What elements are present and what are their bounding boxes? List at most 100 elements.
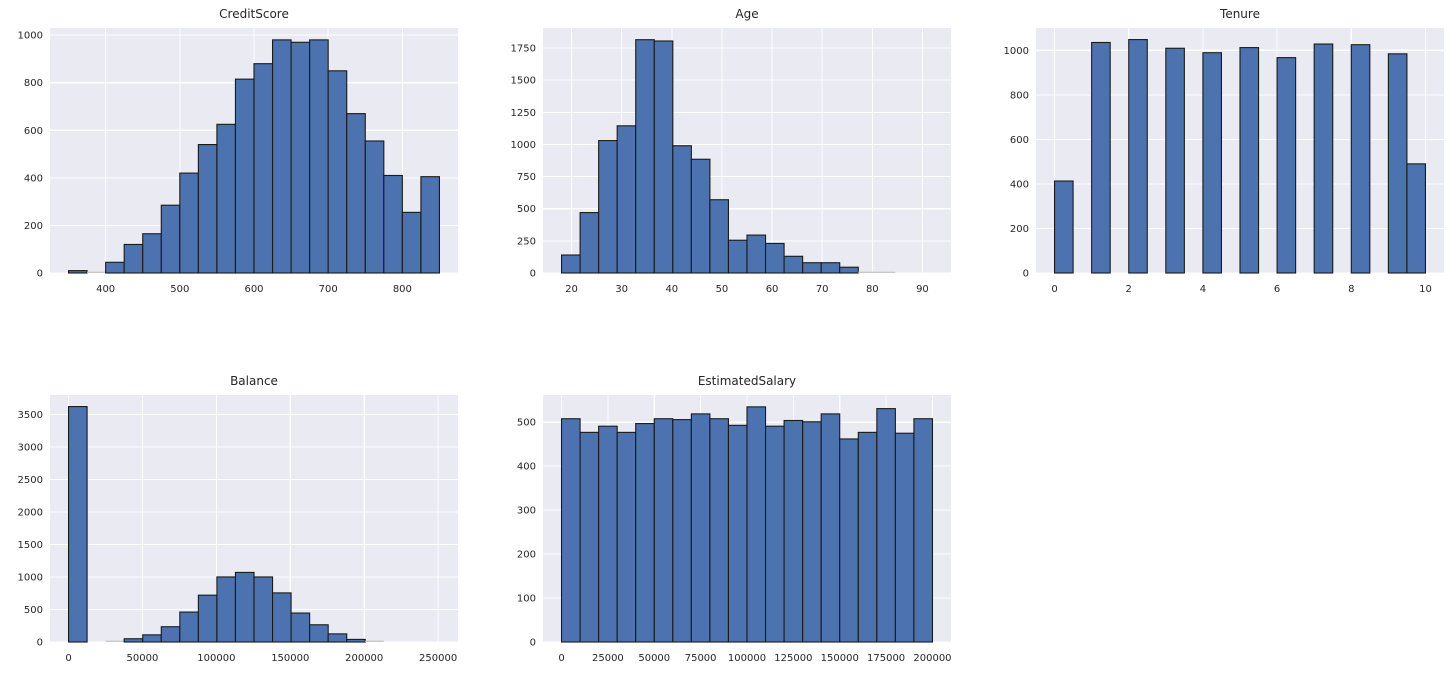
y-tick-label: 3500 [18,410,43,421]
histogram-bar [234,571,255,643]
histogram-bar [290,41,311,274]
histogram-bar [309,39,329,274]
y-tick-label: 500 [517,204,536,215]
histogram-bar [364,140,385,274]
x-tick-label: 175000 [867,653,905,664]
histogram-bar [672,145,692,274]
histogram-bar [579,431,600,643]
histogram-svg-age: 20 30 40 50 60 70 80 90 0 250 500 750 1000 1250 1500 17… [511,28,951,295]
x-tick-label: 0 [558,653,564,664]
y-tick-label: 1000 [18,31,43,42]
histogram-bars [560,406,934,643]
y-tick-label: 0 [530,638,536,649]
histogram-bar [383,174,403,274]
histogram-bars [560,39,896,274]
histogram-bar [179,611,199,643]
x-tick-label: 150000 [821,653,859,664]
histogram-bar [820,262,841,274]
histogram-bar [839,266,859,274]
x-tick-label: 100000 [728,653,766,664]
histogram-bar [783,419,804,643]
histogram-bar [764,242,785,274]
histogram-bar [653,40,674,274]
histogram-bar [1406,163,1427,274]
gridlines [50,395,458,643]
histogram-svg-creditscore: 400 500 600 700 800 0 200 400 600 800 1000 [18,28,458,295]
histogram-bar [598,425,618,643]
histogram-bar [727,424,748,643]
histogram-bar [560,254,581,274]
histogram-bar [746,406,767,643]
histogram-bar-tiny [876,271,896,273]
histogram-bar [179,172,199,274]
x-tick-label: 150000 [271,653,309,664]
chart-title-estimatedsalary: EstimatedSalary [697,374,797,388]
histogram-bar [635,39,655,274]
histogram-bar-tiny [87,271,106,273]
histogram-age: Age 20 30 40 50 60 70 80 90 0 250 500 750 1000 1250 15… [485,0,970,346]
y-tick-label: 600 [24,126,43,137]
histogram-bar [216,576,237,643]
histogram-bar [579,212,600,274]
histogram-bar [598,140,618,274]
histogram-bar [709,418,730,643]
x-tick-label: 25000 [592,653,624,664]
histogram-bar [690,158,711,274]
histogram-bar [1313,43,1334,274]
histogram-bar [160,626,181,643]
x-tick-label: 50000 [127,653,159,664]
y-tick-label: 800 [24,78,43,89]
y-tick-label: 400 [24,173,43,184]
histogram-bar [197,594,218,643]
histogram-bar [123,243,144,274]
histogram-svg-balance: 0 50000 100000 150000 200000 250000 0 500 1000 15… [18,395,458,664]
histogram-bar [690,413,711,643]
histogram-bar [746,234,767,274]
histogram-bar [727,239,748,274]
histogram-svg-estimatedsalary: 0 25000 50000 75000 100000 125000 150000 175000… [517,395,952,664]
histogram-bar-tiny [365,640,384,642]
histogram-bar [67,406,88,643]
y-tick-label: 500 [517,418,536,429]
x-tick-label: 200000 [913,653,951,664]
histogram-bar [560,418,581,643]
histogram-bar [105,261,125,274]
y-tick-label: 0 [1023,269,1029,280]
tick-labels: 0 2 4 6 8 10 0 200 400 600 800 1000 [1004,46,1432,295]
x-tick-label: 700 [319,284,338,295]
x-tick-label: 800 [393,284,412,295]
histogram-bar [309,624,329,643]
chart-title-age: Age [735,7,759,21]
x-tick-label: 500 [170,284,189,295]
y-tick-label: 1250 [511,108,536,119]
x-tick-label: 400 [96,284,115,295]
histogram-bar [783,255,804,274]
y-tick-label: 300 [517,506,536,517]
y-tick-label: 1500 [511,76,536,87]
x-tick-label: 6 [1274,284,1280,295]
histogram-bar [1387,53,1408,274]
histogram-bars [1053,39,1427,274]
histogram-bar [616,431,637,643]
histogram-bar [420,176,441,274]
x-tick-label: 40 [665,284,678,295]
x-tick-label: 600 [244,284,263,295]
histogram-bar [672,419,692,643]
y-tick-label: 0 [37,269,43,280]
histogram-bar [142,233,162,274]
histogram-bar [253,576,274,643]
x-tick-label: 0 [65,653,71,664]
histogram-bar [327,633,348,643]
x-tick-label: 250000 [419,653,457,664]
histogram-bar [802,262,822,274]
tick-labels: 20 30 40 50 60 70 80 90 0 250 500 750 1000 1250 1500 17… [511,44,929,295]
histogram-svg-tenure: 0 2 4 6 8 10 0 200 400 600 800 1000 [1004,28,1444,295]
y-tick-label: 1000 [511,140,536,151]
histogram-bar [894,432,915,643]
y-tick-label: 200 [1010,224,1029,235]
histogram-bar [839,438,859,643]
histogram-bars [67,406,384,643]
histogram-bar [197,144,218,274]
x-tick-label: 125000 [774,653,812,664]
